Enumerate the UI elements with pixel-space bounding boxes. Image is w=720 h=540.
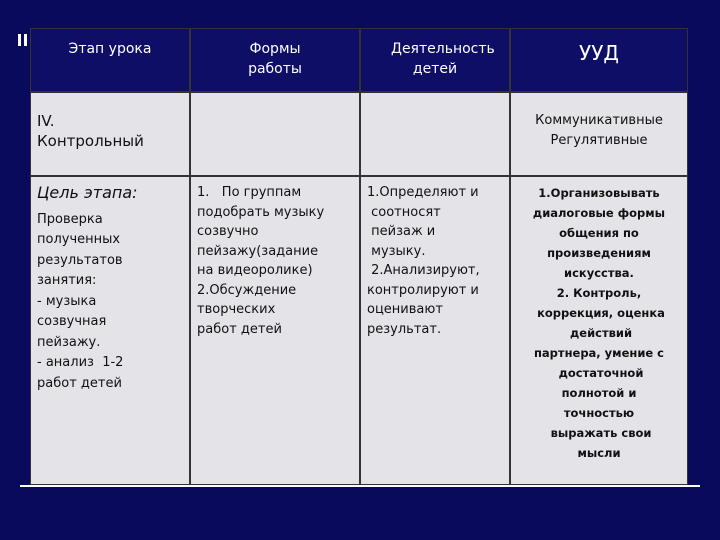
decor-line: [20, 485, 700, 487]
cell-text: УУД: [579, 41, 619, 65]
cell-text: выражать свои: [546, 426, 652, 440]
cell-text: общения по: [559, 226, 639, 240]
cell-text: Формы работы: [248, 41, 302, 77]
cell-text: 1.Организовывать: [538, 186, 660, 200]
header-cell: Этап урока: [30, 28, 190, 92]
cell-text: Проверка: [37, 211, 103, 227]
cell: Коммуникативные Регулятивные: [510, 92, 688, 176]
cell-text: искусства.: [564, 266, 634, 280]
cell: Цель этапа: Проверка полученных результатов…: [30, 176, 190, 485]
cell-text: оценивают: [367, 302, 443, 317]
cell-text: полученных: [37, 232, 121, 247]
cell-text: мысли: [577, 446, 621, 460]
cell-text: пейзажу(задание: [197, 243, 319, 259]
cell: [360, 92, 510, 176]
cell-text: Коммуникативные: [535, 113, 663, 128]
cell-text: 1.Определяют и: [367, 185, 479, 200]
cell-text: подобрать музыку: [197, 204, 325, 220]
cell-text: - анализ 1-2: [37, 355, 124, 370]
cell-text: 1. По группам: [197, 185, 302, 200]
cell: 1.Организовывать диалоговые формы общения …: [510, 176, 688, 485]
cell-text: контролируют и: [367, 282, 479, 298]
cell-text: полнотой и: [561, 386, 637, 400]
cell-text: Цель этапа:: [37, 183, 138, 202]
cell-text: результатов: [37, 252, 123, 268]
cell-text: пейзажу.: [37, 334, 101, 350]
cell-text: творческих: [197, 302, 276, 317]
cell-text: - музыка: [37, 293, 97, 309]
cell-text: 2.Анализируют,: [367, 263, 480, 278]
decor-bar: [24, 34, 27, 46]
cell-text: работ детей: [37, 375, 122, 391]
cell-text: 2. Контроль,: [556, 286, 642, 300]
header-cell: Формы работы: [190, 28, 360, 92]
cell-text: Этап урока: [68, 41, 152, 57]
cell-text: работ детей: [197, 321, 282, 337]
cell-text: действий: [565, 326, 633, 340]
cell-text: созвучная: [37, 314, 107, 329]
cell: 1.Определяют и соотносят пейзаж и музыку…: [360, 176, 510, 485]
cell-text: диалоговые формы: [532, 206, 666, 220]
cell: IV. Контрольный: [30, 92, 190, 176]
cell-text: Контрольный: [37, 132, 144, 150]
cell-text: 2.Обсуждение: [197, 282, 297, 298]
decor-bar: [18, 34, 21, 46]
cell-text: пейзаж и: [367, 224, 436, 239]
cell: 1. По группам подобрать музыку созвучно пей…: [190, 176, 360, 485]
cell-text: достаточной: [554, 366, 644, 380]
header-cell: Деятельность детей: [360, 28, 510, 92]
cell-text: точностью: [563, 406, 635, 420]
header-cell: УУД: [510, 28, 688, 92]
cell-text: созвучно: [197, 224, 259, 239]
cell-text: партнера, умение с: [533, 346, 665, 360]
cell-text: произведениям: [547, 246, 651, 260]
cell-text: Регулятивные: [550, 133, 648, 148]
cell-text: IV.: [37, 112, 55, 130]
cell-text: результат.: [367, 321, 442, 337]
cell-text: коррекция, оценка: [533, 306, 665, 320]
cell: [190, 92, 360, 176]
cell-text: Деятельность детей: [391, 41, 495, 77]
cell-text: музыку.: [367, 243, 426, 259]
cell-text: соотносят: [367, 204, 441, 220]
cell-text: на видеоролике): [197, 263, 313, 278]
cell-text: занятия:: [37, 273, 97, 288]
